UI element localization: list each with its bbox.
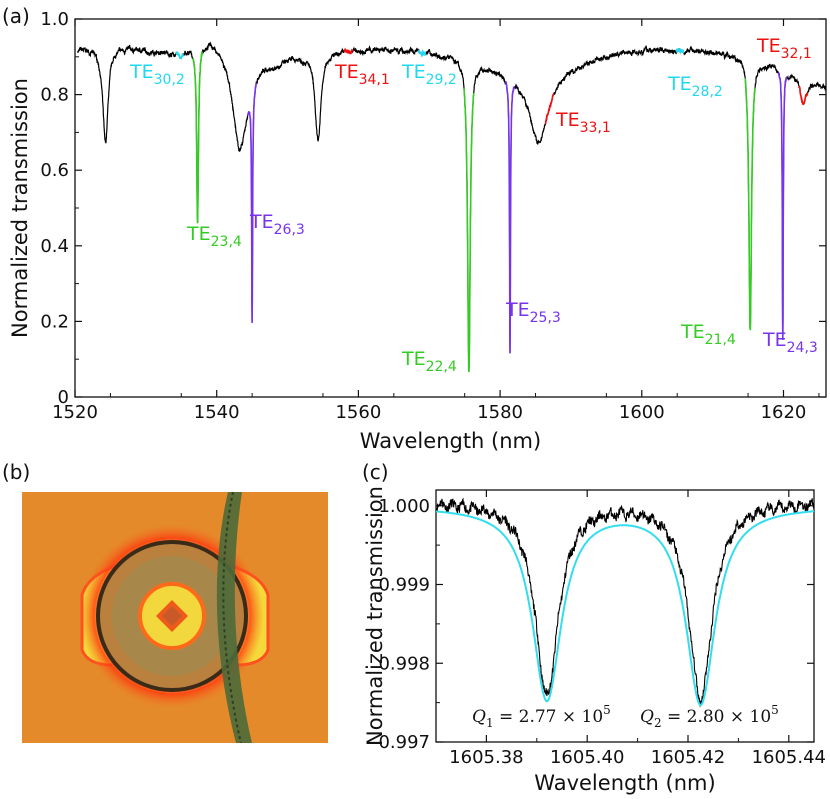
y-tick-label: 0.6 [40,160,69,181]
mode-highlight-33-1 [544,93,555,125]
x-axis-title: Wavelength (nm) [534,771,715,795]
x-axis-title: Wavelength (nm) [360,429,541,453]
mode-highlight-28-2 [675,48,685,55]
x-tick-label: 1605.44 [752,747,826,768]
mode-label-25-3: TE25,3 [505,299,561,326]
x-tick-label: 1620 [761,402,807,423]
mode-highlight-25-3 [505,81,515,354]
mode-label-34-1: TE34,1 [334,61,390,88]
y-tick-label: 1.000 [378,496,430,517]
mode-label-26-3: TE26,3 [249,211,305,238]
y-tick-label: 0.8 [40,85,69,106]
panel-b-label: (b) [2,460,30,484]
plot-frame [435,489,815,743]
mode-label-21-4: TE21,4 [680,321,736,348]
y-axis-title: Normalized transmission [8,78,32,338]
fit-trace [436,510,814,706]
mode-highlight-32-1 [798,86,809,106]
y-axis-title: Normalized transmission [363,486,387,746]
mode-highlight-34-1 [343,47,354,55]
mode-highlight-23-4 [191,51,204,224]
y-tick-label: 0.2 [40,311,69,332]
mode-label-23-4: TE23,4 [186,223,242,250]
mode-highlight-30-2 [175,51,184,60]
x-tick-label: 1600 [619,402,665,423]
y-tick-label: 0.998 [378,653,430,674]
panel-c-chart: 1605.38 1605.40 1605.42 1605.44 0.997 0.998 0.… [363,486,826,795]
x-tick-label: 1605.40 [550,747,624,768]
mode-label-30-2: TE30,2 [129,61,185,88]
x-tick-label: 1580 [477,402,523,423]
mode-label-24-3: TE24,3 [762,329,818,356]
x-tick-label: 1520 [52,402,98,423]
x-tick-label: 1540 [194,402,240,423]
y-tick-label: 0.4 [40,236,69,257]
q-annotation-1: Q1 = 2.77 × 105 [472,703,611,730]
y-tick-label: 1.0 [40,9,69,30]
mode-label-22-4: TE22,4 [401,348,457,375]
trace-group [77,41,826,372]
mode-label-28-2: TE28,2 [667,73,723,100]
y-tick-label: 0 [58,387,69,408]
mode-highlight-22-4 [463,88,475,372]
x-tick-label: 1560 [335,402,381,423]
q-annotation-2: Q2 = 2.80 × 105 [640,703,779,730]
x-tick-label: 1605.42 [651,747,725,768]
mode-highlight-26-3 [247,82,257,323]
mode-highlight-21-4 [744,78,756,331]
mode-highlight-29-2 [417,48,427,58]
mode-highlight-24-3 [777,72,788,340]
panel-a-chart: 1520 1540 1560 1580 1600 1620 0 0.2 0.4 0.6 0.8 1.0… [8,9,827,453]
measured-trace [436,497,814,707]
mode-label-32-1: TE32,1 [756,35,812,62]
y-tick-label: 0.999 [378,575,430,596]
panel-a-label: (a) [2,4,30,28]
x-tick-label: 1605.38 [449,747,523,768]
mode-label-33-1: TE33,1 [555,109,611,136]
mode-label-29-2: TE29,2 [401,61,457,88]
y-tick-label: 0.997 [378,732,430,753]
microscope-image [22,492,328,743]
traces [436,497,814,707]
panel-c-label: (c) [362,460,389,484]
